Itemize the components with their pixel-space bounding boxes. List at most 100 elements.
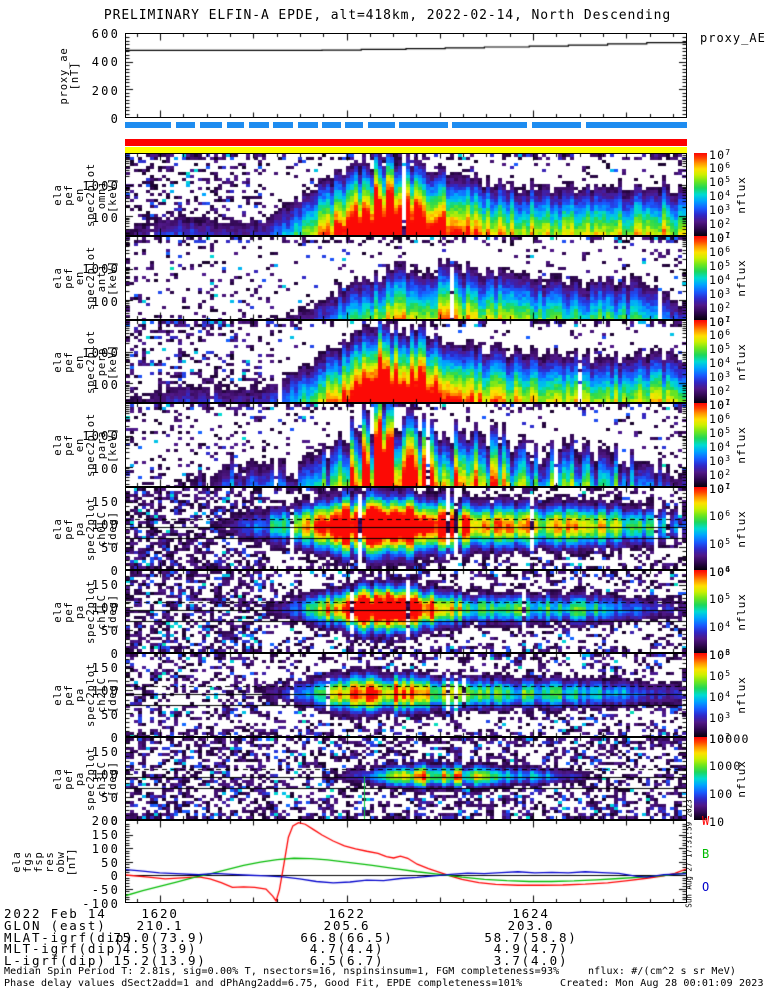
ytick-ch2LC: 150	[91, 661, 120, 675]
ephemeris-value: 210.1	[136, 918, 184, 933]
colorbar-label-exp: 4	[725, 272, 731, 282]
colorbar-omni	[694, 153, 707, 236]
status-bar-red	[125, 139, 687, 146]
colorbar-label-exp: 2	[725, 300, 731, 310]
coverage-bar-segment	[199, 122, 223, 128]
ytick-anti: 100	[91, 294, 120, 309]
colorbar-label-exp: 5	[725, 425, 731, 435]
coverage-bar-segment	[226, 122, 245, 128]
colorbar-anti	[694, 236, 707, 320]
colorbar-unit-label: nflux	[735, 426, 748, 464]
proxy-ae-ytick: 0	[110, 112, 120, 126]
colorbar-unit-label: nflux	[735, 592, 748, 631]
colorbar-label-exp: 6	[725, 161, 731, 171]
coverage-bar-segment	[175, 122, 196, 128]
ytick-perp: 1000	[82, 345, 120, 360]
obw-ytick: 150	[91, 827, 120, 842]
proxy-ae-ylabel: proxy_ae [nT]	[58, 26, 81, 126]
colorbar-perp	[694, 320, 707, 403]
proxy-ae-canvas	[126, 34, 686, 117]
colorbar-tick-label: 106	[709, 160, 755, 175]
colorbar-tick-label: 101	[709, 230, 755, 245]
colorbar-label-base: 100	[709, 786, 734, 801]
colorbar-label-base: 10	[709, 668, 726, 683]
colorbar-label-base: 10	[709, 230, 726, 245]
colorbar-ch0LC	[694, 487, 707, 570]
ephemeris-row-label: MLAT-igrf(dip)	[4, 929, 135, 945]
colorbar-label-base: 10	[709, 258, 726, 273]
coverage-bar-segment	[345, 122, 364, 128]
spectrogram-canvas-ch1LC	[126, 571, 686, 652]
colorbar-label-base: 10	[709, 481, 726, 496]
colorbar-label-base: 10	[709, 689, 726, 704]
colorbar-unit-label: nflux	[735, 175, 748, 214]
spectrogram-panel-ch2LC	[125, 653, 687, 737]
colorbar-tick-label: 107	[709, 314, 755, 329]
ephemeris-value: 205.6	[323, 918, 371, 933]
colorbar-para	[694, 403, 707, 487]
ephemeris-row-label: GLON (east)	[4, 918, 107, 933]
colorbar-label-exp: 4	[725, 619, 731, 629]
colorbar-label-base: 10	[709, 397, 726, 412]
colorbar-tick-label: 105	[709, 341, 755, 356]
colorbar-tick-label: 104	[709, 355, 755, 370]
colorbar-label-base: 10	[709, 591, 726, 606]
colorbar-label-exp: 5	[725, 536, 731, 546]
ytick-ch1LC: 150	[91, 577, 120, 592]
colorbar-label-base: 10	[709, 355, 726, 370]
coverage-bar-segment	[452, 122, 528, 128]
colorbar-tick-label: 106	[709, 244, 755, 258]
colorbar-tick-label: 10	[709, 814, 755, 828]
colorbar-label-exp: 6	[725, 647, 731, 657]
colorbar-label-exp: 3	[725, 369, 731, 379]
figure-title: PRELIMINARY ELFIN-A EPDE, alt=418km, 202…	[103, 8, 672, 23]
colorbar-unit-label: nflux	[735, 342, 748, 381]
colorbar-tick-label: 103	[709, 369, 755, 384]
colorbar-label-base: 10	[709, 619, 726, 634]
ytick-ch0LC: 100	[91, 517, 120, 532]
colorbar-label-exp: 2	[725, 216, 731, 226]
ytick-ch1LC: 0	[110, 647, 120, 661]
colorbar-tick-label: 102	[709, 467, 755, 481]
colorbar-label-exp: 3	[725, 710, 731, 720]
colorbar-label-exp: 7	[725, 314, 731, 324]
obw-ytick: -100	[82, 897, 120, 911]
colorbar-label-base: 10	[709, 286, 726, 301]
ytick-ch3LC: 100	[91, 767, 120, 782]
colorbar-tick-label: 1000	[709, 758, 755, 773]
colorbar-label-exp: 5	[725, 342, 731, 352]
colorbar-label-base: 10	[709, 439, 726, 454]
colorbar-tick-label: 103	[709, 286, 755, 301]
colorbar-tick-label: 104	[709, 439, 755, 454]
colorbar-label-base: 1000	[709, 758, 742, 773]
colorbar-ch3LC	[694, 737, 707, 820]
spectrogram-panel-ch1LC	[125, 570, 687, 653]
colorbar-tick-label: 104	[709, 564, 755, 578]
colorbar-label-base: 10	[709, 536, 726, 551]
colorbar-label-exp: 6	[725, 411, 731, 421]
footer-nflux-units: nflux: #/(cm^2 s sr MeV)	[588, 966, 737, 977]
colorbar-label-base: 10	[709, 564, 726, 579]
colorbar-label-base: 10	[709, 314, 726, 329]
colorbar-label-exp: 5	[725, 592, 731, 602]
colorbar-unit-label: nflux	[735, 759, 748, 798]
colorbar-tick-label: 104	[709, 272, 755, 286]
colorbar-label-exp: 7	[725, 230, 731, 240]
colorbar-tick-label: 105	[709, 591, 755, 606]
colorbar-label-base: 10	[709, 731, 726, 746]
proxy-ae-right-label: proxy_AE	[700, 31, 766, 45]
colorbar-label-exp: 7	[725, 147, 731, 157]
colorbar-label-exp: 2	[725, 731, 731, 741]
colorbar-tick-label: 105	[709, 536, 755, 551]
colorbar-tick-label: 103	[709, 710, 755, 724]
obw-ylabel-line: [nT]	[66, 847, 78, 876]
legend-b: B	[702, 847, 710, 861]
ytick-para: 100	[91, 461, 120, 476]
colorbar-label-base: 10	[709, 369, 726, 384]
ytick-ch2LC: 0	[110, 731, 120, 745]
ephemeris-value: 4.5(3.9)	[122, 941, 198, 956]
spectrogram-canvas-para	[126, 404, 686, 486]
colorbar-tick-label: 107	[709, 147, 755, 161]
colorbar-ch2LC	[694, 653, 707, 737]
